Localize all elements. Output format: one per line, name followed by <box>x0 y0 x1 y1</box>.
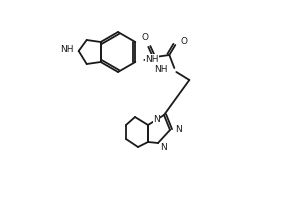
Text: NH: NH <box>60 46 74 54</box>
Text: N: N <box>153 116 160 124</box>
Text: NH: NH <box>154 64 167 73</box>
Text: N: N <box>175 126 182 134</box>
Text: O: O <box>180 38 187 46</box>
Text: NH: NH <box>145 54 159 64</box>
Text: N: N <box>160 144 167 152</box>
Text: O: O <box>142 33 149 42</box>
